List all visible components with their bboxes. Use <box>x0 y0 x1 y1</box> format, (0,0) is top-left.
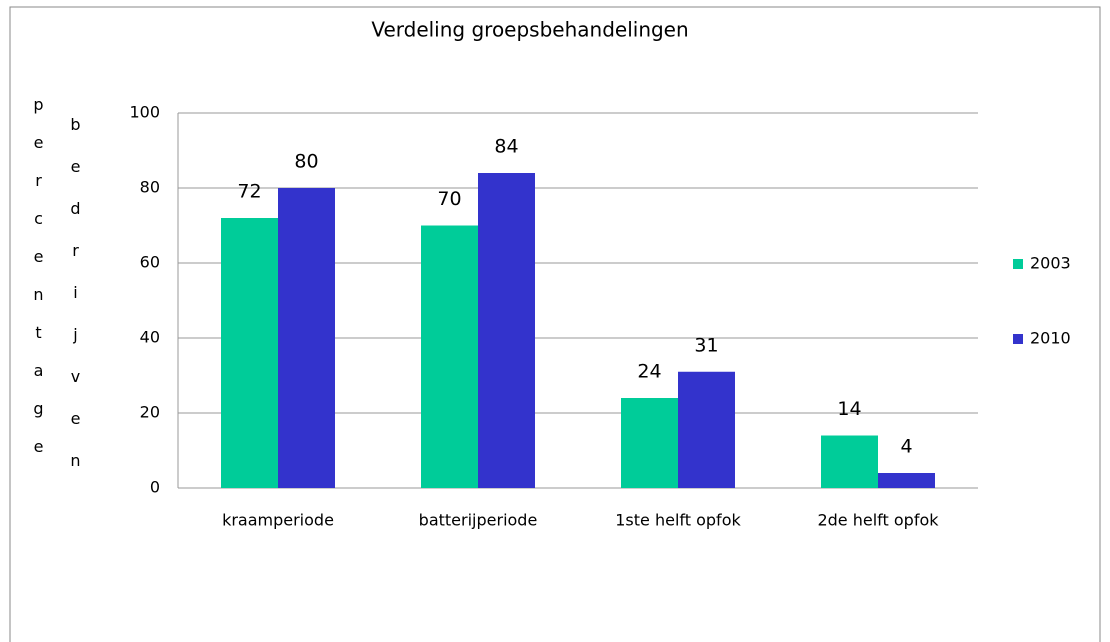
x-tick-label: kraamperiode <box>222 511 334 530</box>
bar <box>621 398 678 488</box>
legend-swatch <box>1013 334 1023 344</box>
data-label: 24 <box>637 361 661 383</box>
data-label: 84 <box>494 136 518 158</box>
y-tick-label: 80 <box>140 178 160 197</box>
y-axis-label: percentage <box>29 95 48 475</box>
data-label: 4 <box>900 436 912 458</box>
chart-title: Verdeling groepsbehandelingen <box>371 18 688 42</box>
data-label: 72 <box>237 181 261 203</box>
bar <box>678 371 735 488</box>
frame <box>9 6 1101 642</box>
bar <box>821 435 878 488</box>
legend-swatch <box>1013 259 1023 269</box>
data-label: 31 <box>694 334 718 356</box>
legend-label: 2010 <box>1030 329 1071 348</box>
bar <box>478 173 535 488</box>
y-tick-label: 0 <box>150 478 160 497</box>
data-label: 14 <box>837 398 861 420</box>
y-tick-label: 60 <box>140 253 160 272</box>
bar <box>878 473 935 488</box>
data-label: 80 <box>294 151 318 173</box>
data-label: 70 <box>437 188 461 210</box>
y-tick-label: 20 <box>140 403 160 422</box>
y-axis-label: bedrijven <box>66 115 85 493</box>
y-tick-label: 100 <box>129 103 160 122</box>
bar <box>221 218 278 488</box>
x-tick-label: 2de helft opfok <box>817 511 939 530</box>
x-tick-label: 1ste helft opfok <box>615 511 741 530</box>
bar <box>421 225 478 488</box>
x-tick-label: batterijperiode <box>419 511 538 530</box>
legend-label: 2003 <box>1030 254 1071 273</box>
y-tick-label: 40 <box>140 328 160 347</box>
bar <box>278 188 335 488</box>
